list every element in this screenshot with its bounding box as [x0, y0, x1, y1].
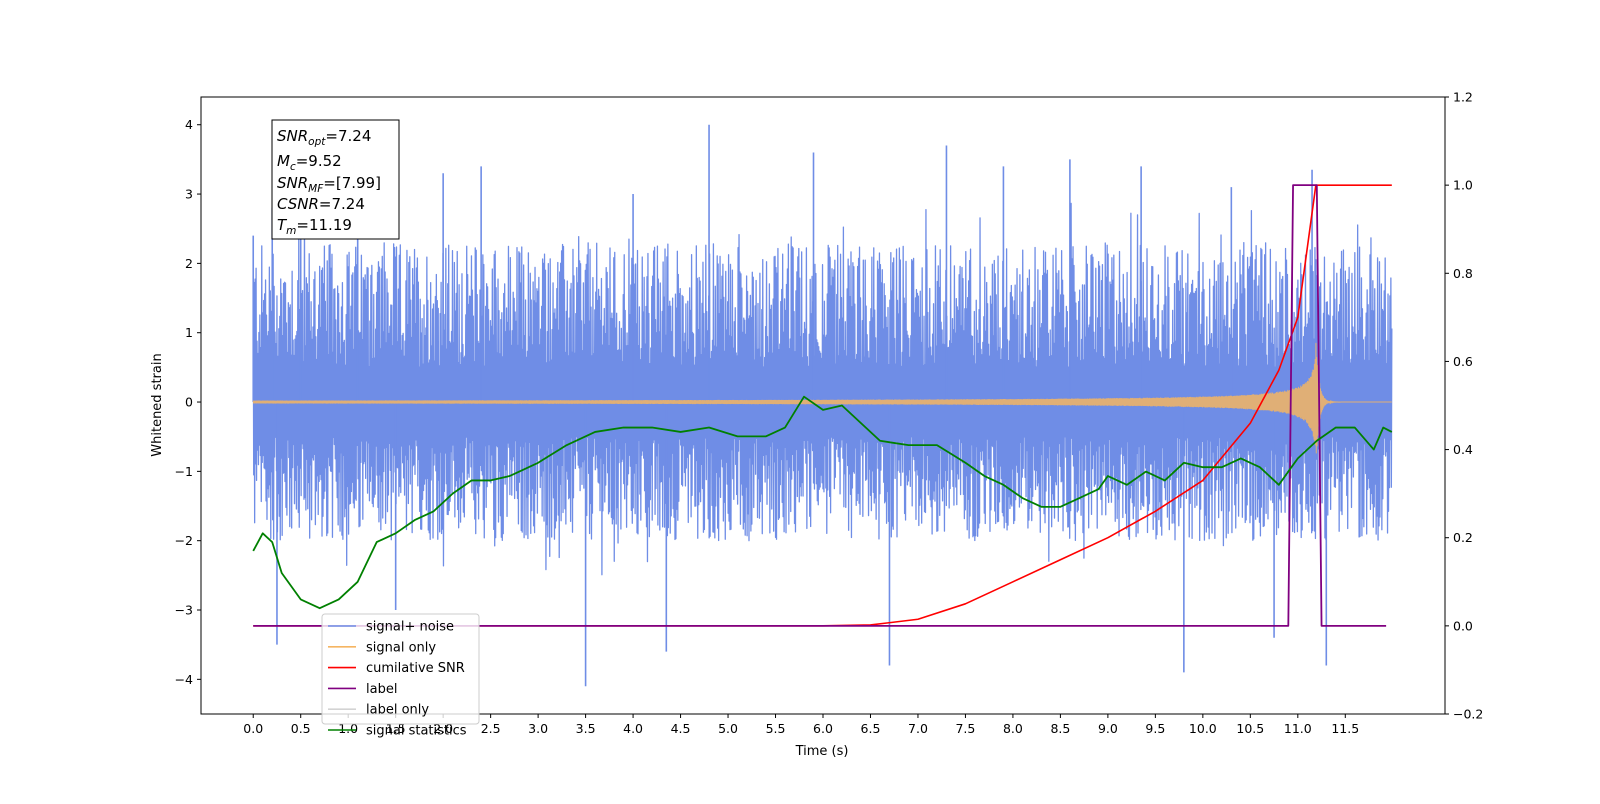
y-left-tick-label: 2: [185, 256, 193, 271]
legend-label: signal+ noise: [366, 620, 454, 635]
legend-label: signal statistics: [366, 724, 467, 739]
y-right-tick-label: 0.0: [1453, 618, 1473, 633]
legend: signal+ noise signal only cumilative SNR la…: [321, 613, 480, 739]
right-axis-series: [252, 184, 1393, 627]
x-tick-label: 9.5: [1145, 721, 1165, 736]
x-tick-label: 2.0: [433, 721, 453, 736]
x-tick-label: 3.5: [576, 721, 596, 736]
cumulative-snr-line: [253, 184, 1392, 627]
y-left-tick-label: −4: [175, 672, 193, 687]
legend-label: signal only: [366, 640, 436, 655]
x-tick-label: 5.0: [718, 721, 738, 736]
x-tick-label: 0.5: [291, 721, 311, 736]
x-tick-label: 4.5: [671, 721, 691, 736]
stats-box-line: Tm=11.19: [277, 216, 352, 237]
y-left-tick-label: 4: [185, 117, 193, 132]
x-axis: 0.0 0.5 1.0 1.5 2.0 2.5 3.0 3.5 4.0 4.5 5.0 5.5 6.0 6…: [243, 714, 1359, 736]
x-tick-label: 7.0: [908, 721, 928, 736]
y-left-tick-label: 0: [185, 395, 193, 410]
legend-label: label: [366, 682, 397, 697]
x-tick-label: 5.5: [766, 721, 786, 736]
y-left-tick-label: 3: [185, 187, 193, 202]
x-tick-label: 10.5: [1236, 721, 1264, 736]
x-tick-label: 6.5: [861, 721, 881, 736]
stats-box-line: Mc=9.52: [277, 152, 342, 173]
y-axis-label: Whitened strain: [150, 353, 165, 456]
y-left-tick-label: −3: [175, 603, 193, 618]
y-right-tick-label: 0.2: [1453, 530, 1473, 545]
y-left-tick-label: −2: [175, 533, 193, 548]
x-tick-label: 1.5: [386, 721, 406, 736]
y-left-tick-label: −1: [175, 464, 193, 479]
stats-box-line: SNRMF=[7.99]: [277, 174, 381, 195]
x-tick-label: 1.0: [338, 721, 358, 736]
y-right-tick-label: 1.2: [1453, 90, 1473, 105]
stats-box-frame: [271, 119, 400, 240]
legend-label: label only: [366, 703, 429, 718]
x-tick-label: 2.5: [481, 721, 501, 736]
y-right-tick-label: 1.0: [1453, 178, 1473, 193]
legend-label: cumilative SNR: [366, 661, 465, 676]
signal-noise-series: [252, 124, 1393, 687]
stats-box-line: SNRopt=7.24: [277, 127, 371, 148]
x-tick-label: 11.5: [1331, 721, 1359, 736]
signal-statistics-line: [252, 395, 1393, 610]
x-tick-label: 10.0: [1189, 721, 1217, 736]
y-axis-left: 4 3 2 1 0 −1 −2 −3 −4: [175, 117, 201, 687]
x-tick-label: 3.0: [528, 721, 548, 736]
y-axis-right: 1.2 1.0 0.8 0.6 0.4 0.2 0.0 −0.2: [1445, 90, 1483, 722]
x-tick-label: 6.0: [813, 721, 833, 736]
legend-frame: [321, 613, 480, 725]
stats-box-line: CSNR=7.24: [277, 195, 365, 213]
x-axis-label: Time (s): [795, 744, 849, 759]
y-right-tick-label: 0.8: [1453, 266, 1473, 281]
y-right-tick-label: −0.2: [1453, 707, 1483, 722]
x-tick-label: 9.0: [1098, 721, 1118, 736]
signal-only-line: [252, 342, 1392, 454]
y-right-tick-label: 0.4: [1453, 442, 1473, 457]
x-tick-label: 0.0: [243, 721, 263, 736]
signal-only-series: [252, 342, 1392, 454]
y-left-tick-label: 1: [185, 325, 193, 340]
y-right-tick-label: 0.6: [1453, 354, 1473, 369]
x-tick-label: 8.5: [1050, 721, 1070, 736]
x-tick-label: 8.0: [1003, 721, 1023, 736]
x-tick-label: 11.0: [1284, 721, 1312, 736]
label-line: [253, 184, 1387, 627]
x-tick-label: 7.5: [955, 721, 975, 736]
x-tick-label: 4.0: [623, 721, 643, 736]
